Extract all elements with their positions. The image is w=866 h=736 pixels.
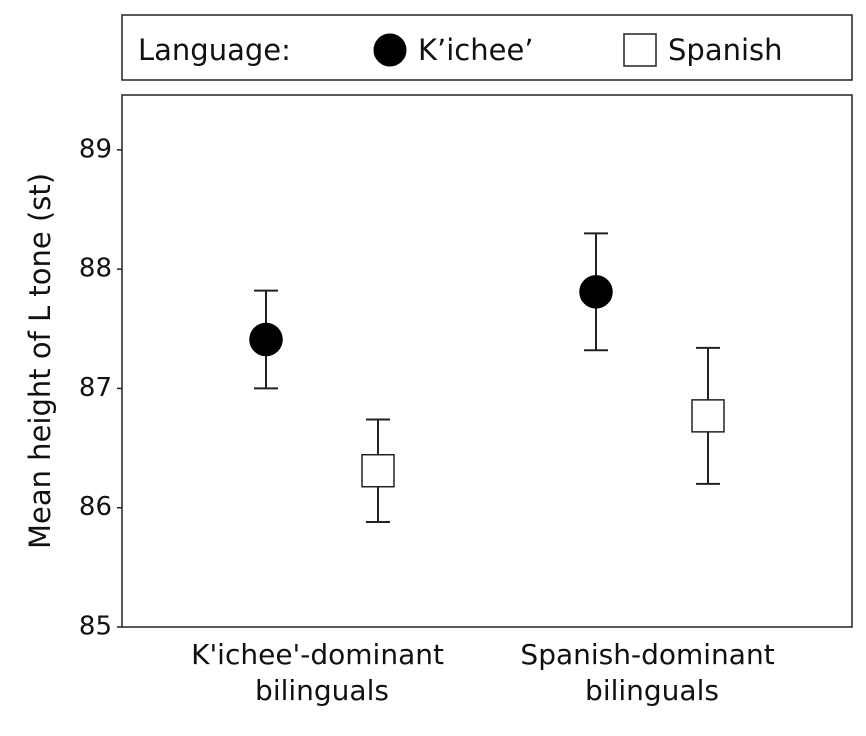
x-tick-label-line: K'ichee'-dominant bbox=[191, 638, 453, 671]
legend-label: Spanish bbox=[668, 33, 783, 67]
x-tick-label-line: Spanish-dominant bbox=[520, 638, 783, 671]
y-tick-label: 89 bbox=[79, 134, 112, 164]
legend-box bbox=[121, 14, 853, 81]
y-axis-label: Mean height of L tone (st) bbox=[23, 173, 57, 549]
y-tick-label: 88 bbox=[79, 254, 112, 284]
y-tick-label: 85 bbox=[79, 612, 112, 642]
point bbox=[361, 453, 395, 488]
legend-label: K’ichee’ bbox=[418, 33, 534, 67]
point bbox=[249, 322, 283, 357]
legend-symbol bbox=[373, 33, 407, 67]
point bbox=[691, 399, 725, 433]
y-tick-label: 87 bbox=[79, 373, 112, 403]
legend-title: Language: bbox=[138, 33, 291, 67]
point bbox=[579, 275, 613, 309]
y-tick-label: 86 bbox=[79, 492, 112, 522]
x-tick-label-line: bilinguals bbox=[255, 674, 389, 707]
legend-symbol bbox=[623, 33, 657, 67]
x-tick-label-line: bilinguals bbox=[585, 674, 719, 707]
x-tick-label: Spanish-dominant bilinguals bbox=[520, 638, 783, 707]
x-tick-label: K'ichee'-dominant bilinguals bbox=[191, 638, 453, 707]
plot-frame bbox=[121, 94, 853, 628]
